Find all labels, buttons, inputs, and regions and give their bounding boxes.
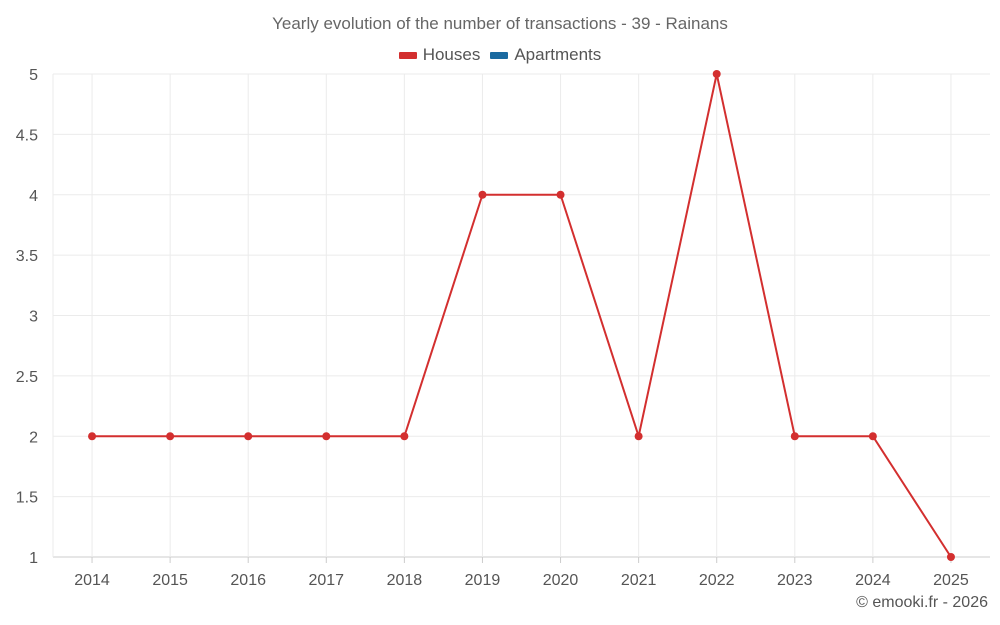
y-tick-label: 3	[29, 309, 38, 326]
data-point-houses-2020[interactable]	[556, 190, 565, 199]
y-tick-label: 5	[29, 67, 38, 84]
legend-swatch-apartments	[490, 51, 509, 59]
x-tick-label: 2014	[74, 572, 110, 589]
y-tick-label: 2	[29, 429, 38, 446]
data-point-houses-2019[interactable]	[478, 190, 487, 199]
y-tick-label: 3.5	[16, 248, 38, 265]
x-tick-label: 2025	[933, 572, 969, 589]
data-point-houses-2024[interactable]	[868, 432, 877, 441]
data-point-houses-2021[interactable]	[634, 432, 643, 441]
series-line-houses	[92, 73, 952, 558]
data-point-houses-2017[interactable]	[322, 432, 331, 441]
legend-item-houses[interactable]: Houses	[398, 45, 481, 65]
data-point-houses-2014[interactable]	[88, 432, 97, 441]
data-point-houses-2016[interactable]	[244, 432, 253, 441]
x-tick-label: 2019	[465, 572, 501, 589]
x-tick-label: 2020	[543, 572, 579, 589]
x-tick-label: 2022	[699, 572, 735, 589]
y-axis-ticks: 1 1.5 2 2.5 3 3.5 4 4.5 5	[16, 67, 38, 567]
data-point-houses-2025[interactable]	[946, 553, 955, 561]
x-tick-label: 2017	[308, 572, 344, 589]
y-tick-label: 2.5	[16, 369, 38, 386]
data-point-houses-2018[interactable]	[400, 432, 409, 441]
grid	[52, 73, 990, 563]
x-tick-label: 2024	[855, 572, 891, 589]
y-tick-label: 4.5	[16, 127, 38, 144]
x-tick-label: 2018	[387, 572, 423, 589]
x-tick-label: 2023	[777, 572, 813, 589]
data-point-houses-2015[interactable]	[166, 432, 175, 441]
x-tick-label: 2016	[230, 572, 266, 589]
legend-item-apartments[interactable]: Apartments	[490, 45, 601, 65]
y-tick-label: 1.5	[16, 490, 38, 507]
y-tick-label: 1	[29, 550, 38, 567]
legend-label-houses: Houses	[422, 45, 481, 64]
legend-label-apartments: Apartments	[514, 45, 602, 64]
data-point-houses-2023[interactable]	[790, 432, 799, 441]
y-tick-label: 4	[29, 188, 38, 205]
series-layer	[88, 70, 955, 561]
x-axis-ticks: 2014 2015 2016 2017 2018 2019 2020 2021 2022 2023…	[74, 572, 969, 589]
data-point-houses-2022[interactable]	[712, 70, 721, 78]
legend-swatch-houses	[398, 51, 417, 59]
chart-title: Yearly evolution of the number of transa…	[272, 14, 728, 33]
legend: Houses Apartments	[0, 45, 1000, 65]
credit-text: © emooki.fr - 2026	[856, 594, 988, 611]
x-tick-label: 2015	[152, 572, 188, 589]
x-tick-label: 2021	[621, 572, 657, 589]
